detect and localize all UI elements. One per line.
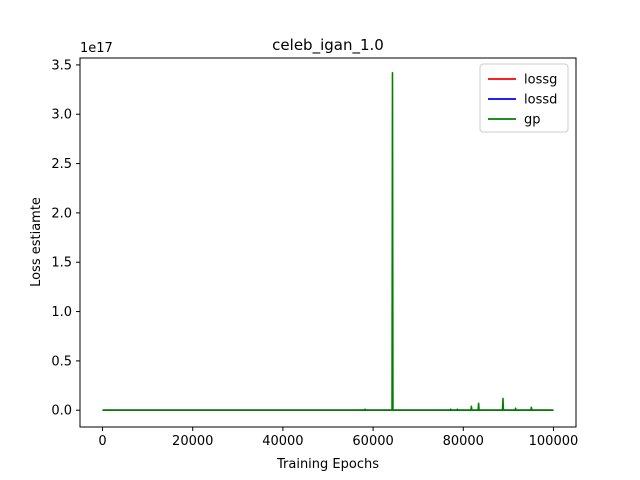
y-tick-label: 2.0 — [51, 206, 72, 221]
plot-frame — [79, 57, 577, 428]
y-tick-label: 0.0 — [51, 404, 72, 419]
chart-title: celeb_igan_1.0 — [272, 36, 384, 55]
x-tick-label: 20000 — [172, 434, 213, 449]
y-axis-label: Loss estiamte — [29, 197, 44, 287]
legend-box — [479, 63, 569, 133]
y-tick-label: 3.0 — [51, 108, 72, 123]
x-tick-label: 60000 — [352, 434, 393, 449]
legend-label-lossd: lossd — [524, 93, 557, 108]
x-tick-label: 100000 — [529, 434, 579, 449]
legend-label-gp: gp — [524, 113, 541, 128]
x-tick-label: 40000 — [262, 434, 303, 449]
x-tick-label: 0 — [98, 434, 106, 449]
y-offset-label: 1e17 — [80, 41, 113, 56]
x-tick-label: 80000 — [443, 434, 484, 449]
y-tick-label: 2.5 — [51, 157, 72, 172]
x-axis-label: Training Epochs — [276, 457, 379, 472]
y-tick-label: 0.5 — [51, 354, 72, 369]
y-tick-label: 1.5 — [51, 256, 72, 271]
series-line-gp — [102, 72, 554, 412]
legend-label-lossg: lossg — [524, 73, 557, 88]
y-tick-label: 1.0 — [51, 305, 72, 320]
y-tick-label: 3.5 — [51, 58, 72, 73]
